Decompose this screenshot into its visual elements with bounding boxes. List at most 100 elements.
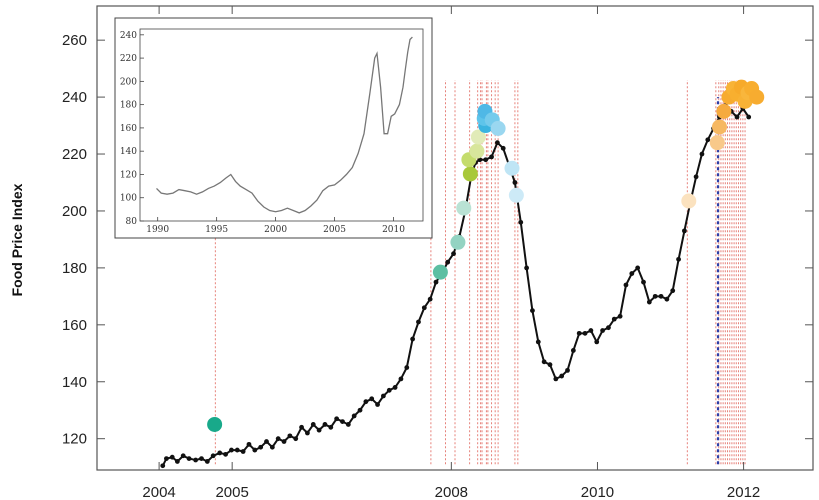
event-marker: [462, 166, 478, 182]
data-point: [541, 359, 547, 365]
x-tick-label: 2008: [435, 484, 468, 500]
data-point: [623, 282, 629, 288]
y-tick-label: 180: [62, 260, 87, 277]
data-point: [445, 259, 451, 265]
y-axis-label: Food Price Index: [9, 183, 25, 296]
inset-axes: 80 100 120 140 160 180 200 220 240 1990 1995 2000 20…: [120, 31, 405, 235]
data-point: [240, 449, 246, 454]
data-point: [180, 453, 186, 459]
data-point: [524, 265, 529, 271]
data-point: [489, 154, 494, 160]
data-point: [299, 424, 304, 430]
inset-y-tick-label: 180: [120, 101, 137, 111]
data-point: [345, 422, 351, 427]
inset-chart: 80 100 120 140 160 180 200 220 240 1990 1995 2000 20…: [114, 17, 433, 239]
data-point: [363, 399, 369, 405]
data-point: [530, 308, 535, 313]
data-point: [164, 456, 169, 462]
inset-y-tick-label: 160: [120, 124, 137, 134]
data-point: [594, 339, 600, 345]
event-marker: [456, 200, 472, 216]
data-point: [223, 451, 228, 457]
inset-x-tick-label: 1995: [205, 225, 228, 235]
event-marker: [450, 234, 466, 250]
y-tick-label: 120: [62, 431, 87, 448]
data-point: [234, 447, 240, 453]
data-point: [310, 422, 316, 427]
inset-x-tick-label: 1990: [146, 225, 169, 235]
data-point: [629, 271, 635, 276]
y-tick-label: 160: [62, 317, 87, 334]
inset-y-tick-label: 200: [120, 77, 137, 87]
data-point: [600, 328, 605, 333]
inset-x-tick-label: 2005: [323, 225, 346, 235]
data-point: [746, 114, 752, 120]
data-point: [547, 362, 553, 368]
inset-y-tick-label: 80: [126, 217, 138, 227]
data-point: [199, 456, 204, 462]
data-point: [682, 228, 687, 234]
y-tick-label: 240: [62, 89, 87, 106]
x-tick-label: 2004: [142, 484, 175, 500]
y-tick-label: 220: [62, 146, 87, 163]
data-point: [229, 447, 234, 453]
data-point: [646, 299, 652, 305]
data-point: [340, 419, 345, 425]
inset-series: [156, 36, 413, 214]
data-point: [483, 157, 489, 163]
data-point: [160, 463, 166, 469]
data-point: [269, 444, 275, 450]
x-tick-label: 2010: [581, 484, 614, 500]
data-point: [252, 447, 258, 453]
data-point: [421, 305, 427, 311]
inset-y-tick-label: 220: [120, 54, 137, 64]
data-point: [494, 140, 500, 146]
event-marker: [504, 160, 520, 176]
data-point: [535, 339, 541, 345]
data-point: [617, 313, 623, 319]
inset-y-tick-label: 140: [120, 147, 137, 157]
data-point: [305, 430, 310, 436]
data-point: [334, 416, 340, 422]
data-point: [169, 454, 175, 460]
data-point: [275, 436, 281, 442]
data-point: [676, 256, 681, 262]
data-point: [565, 367, 570, 373]
data-point: [451, 251, 456, 257]
data-point: [512, 180, 518, 185]
data-point: [553, 376, 559, 382]
data-point: [658, 293, 664, 299]
data-point: [693, 174, 699, 180]
data-point: [369, 396, 375, 402]
x-tick-label: 2012: [727, 484, 760, 500]
data-point: [416, 319, 421, 325]
data-point: [404, 365, 410, 370]
data-point: [322, 422, 328, 427]
inset-x-tick-label: 2010: [382, 225, 405, 235]
data-point: [576, 330, 582, 336]
data-point: [381, 393, 386, 399]
data-point: [606, 325, 611, 331]
data-point: [328, 424, 334, 430]
data-point: [351, 413, 357, 419]
main-axes: 120 140 160 180 200 220 240 260 2004 2005 2008 2010…: [62, 6, 813, 500]
data-point: [174, 459, 180, 464]
x-tick-label: 2005: [215, 484, 248, 500]
data-point: [281, 439, 287, 444]
data-point: [611, 316, 617, 322]
inset-y-tick-label: 120: [120, 170, 137, 180]
inset-x-tick-label: 2000: [264, 225, 287, 235]
data-point: [734, 114, 740, 120]
event-marker: [470, 129, 486, 145]
data-point: [410, 336, 416, 342]
data-point: [287, 433, 293, 439]
event-marker: [711, 119, 727, 135]
data-point: [392, 385, 398, 390]
data-point: [204, 459, 210, 464]
event-marker: [709, 135, 725, 151]
event-marker: [681, 193, 697, 209]
data-point: [246, 441, 252, 447]
data-point: [258, 444, 264, 450]
data-point: [518, 219, 524, 225]
